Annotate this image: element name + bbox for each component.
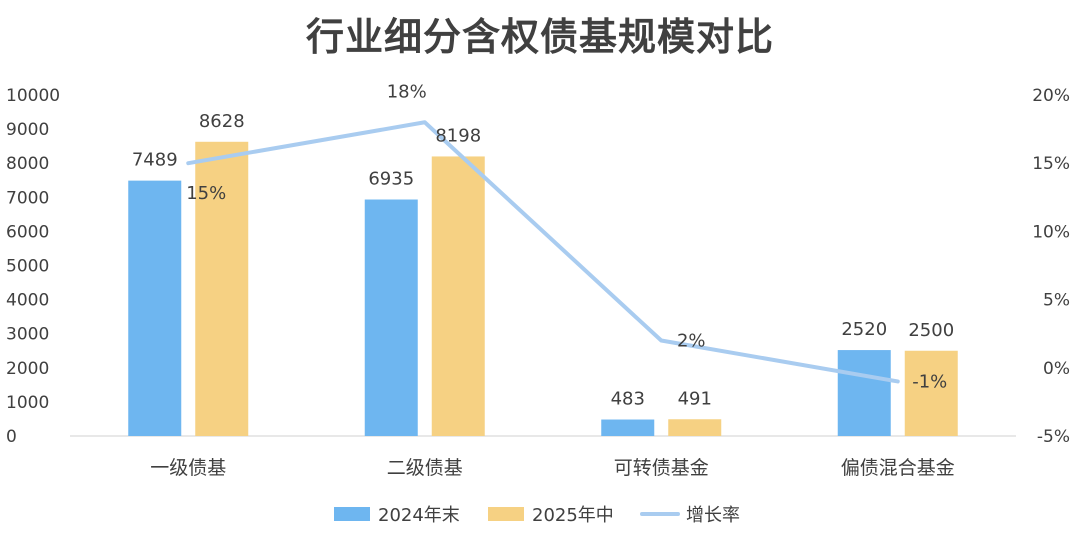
bar-data-label: 2500 (908, 320, 954, 341)
bar-data-label: 2520 (841, 319, 887, 340)
line-data-label: 18% (387, 81, 427, 102)
line-data-label: 2% (677, 331, 706, 352)
legend-swatch-2024年末 (334, 507, 370, 521)
y-left-tick-label: 6000 (6, 222, 49, 242)
y-left-tick-label: 0 (6, 427, 17, 447)
line-data-label: -1% (912, 371, 947, 392)
bar-data-label: 8198 (435, 125, 481, 146)
y-left-tick-label: 9000 (6, 120, 49, 140)
bar-data-label: 8628 (199, 111, 245, 132)
bar-data-label: 491 (678, 388, 712, 409)
bar-2024年末 (837, 350, 891, 436)
y-right-tick-label: 10% (1032, 222, 1070, 242)
y-left-tick-label: 8000 (6, 154, 49, 174)
legend-label: 2025年中 (532, 505, 614, 526)
y-left-tick-label: 7000 (6, 188, 49, 208)
y-right-tick-label: 20% (1032, 86, 1070, 106)
line-data-label: 15% (186, 183, 226, 204)
y-right-tick-label: 5% (1043, 291, 1070, 311)
bar-2024年末 (601, 419, 655, 436)
bar-2025年中 (431, 156, 485, 437)
x-category-label: 一级债基 (150, 457, 226, 479)
y-left-tick-label: 4000 (6, 291, 49, 311)
bar-2024年末 (128, 180, 182, 436)
bar-2025年中 (904, 350, 958, 436)
x-category-label: 可转债基金 (614, 457, 709, 479)
bar-2024年末 (364, 199, 418, 436)
y-left-tick-label: 5000 (6, 257, 49, 277)
line-增长率 (186, 120, 900, 384)
bar-data-label: 7489 (132, 150, 178, 171)
legend-label: 2024年末 (378, 505, 460, 526)
y-right-tick-label: -5% (1037, 427, 1070, 447)
legend-label: 增长率 (686, 505, 740, 526)
y-right-tick-label: 0% (1043, 359, 1070, 379)
legend-swatch-2025年中 (488, 507, 524, 521)
y-left-tick-label: 10000 (6, 86, 60, 106)
chart-title: 行业细分含权债基规模对比 (305, 15, 774, 59)
x-category-label: 偏债混合基金 (841, 457, 955, 479)
bar-2025年中 (668, 419, 722, 436)
y-left-tick-label: 3000 (6, 325, 49, 345)
x-category-label: 二级债基 (387, 457, 463, 479)
bar-data-label: 483 (611, 389, 645, 410)
bar-data-label: 6935 (368, 169, 414, 190)
y-left-tick-label: 1000 (6, 393, 49, 413)
y-right-tick-label: 15% (1032, 154, 1070, 174)
bar-2025年中 (195, 141, 249, 436)
y-left-tick-label: 2000 (6, 359, 49, 379)
